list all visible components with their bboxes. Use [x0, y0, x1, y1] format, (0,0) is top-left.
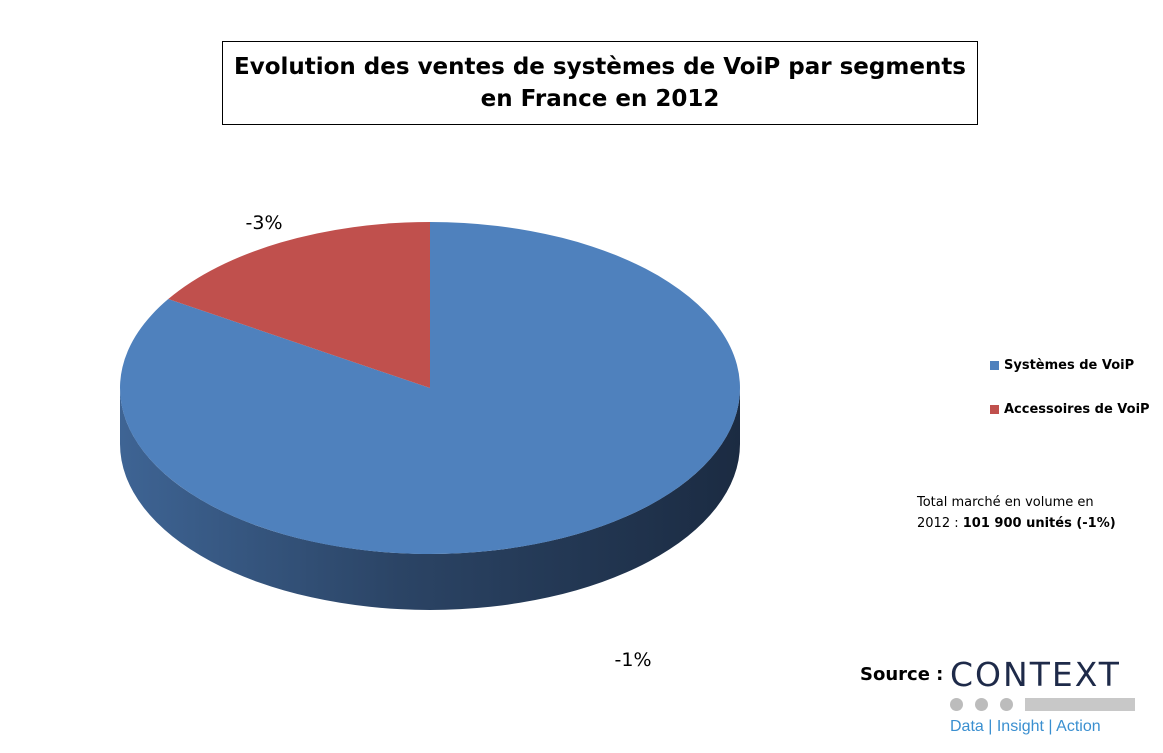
logo-dot	[1000, 697, 1013, 711]
market-total-note: Total marché en volume en 2012 : 101 900…	[917, 492, 1127, 534]
market-total-text: Total marché en volume en 2012 :	[917, 495, 1094, 531]
chart-title-box: Evolution des ventes de systèmes de VoiP…	[222, 41, 978, 125]
data-label-systemes: -1%	[615, 649, 652, 671]
chart-title-line2: en France en 2012	[480, 86, 720, 112]
data-label-accessoires: -3%	[246, 212, 283, 234]
logo-dot	[975, 697, 988, 711]
logo-dots	[950, 696, 1140, 712]
source-label: Source :	[860, 664, 944, 685]
market-total-value: 101 900 unités (-1%)	[962, 516, 1116, 531]
logo-tagline: Data | Insight | Action	[950, 718, 1101, 735]
legend-swatch-systemes	[990, 360, 999, 370]
chart-title-line1: Evolution des ventes de systèmes de VoiP…	[233, 54, 966, 80]
logo-bar	[1025, 697, 1135, 711]
pie-side-systemes	[120, 388, 740, 610]
logo-dot	[950, 697, 963, 711]
context-logo: CONTEXT Data | Insight | Action	[950, 656, 1140, 746]
legend-label-systemes: Systèmes de VoiP	[1004, 357, 1135, 373]
legend-item-accessoires: Accessoires de VoiP	[990, 400, 1150, 418]
logo-name: CONTEXT	[950, 655, 1121, 694]
legend-swatch-accessoires	[990, 404, 999, 414]
legend-label-accessoires: Accessoires de VoiP	[1004, 401, 1150, 417]
legend-item-systemes: Systèmes de VoiP	[990, 356, 1150, 374]
pie-slice-accessoires	[168, 222, 430, 388]
chart-legend: Systèmes de VoiP Accessoires de VoiP	[990, 356, 1150, 444]
